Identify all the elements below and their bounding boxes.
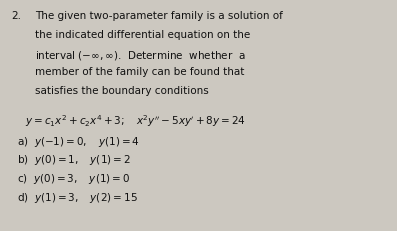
Text: $y = c_1x^2 + c_2x^4 + 3;\quad x^2y'' - 5xy' + 8y = 24$: $y = c_1x^2 + c_2x^4 + 3;\quad x^2y'' - … — [25, 113, 246, 128]
Text: member of the family can be found that: member of the family can be found that — [35, 67, 244, 77]
Text: interval $(-\infty, \infty)$.  Determine  whether  a: interval $(-\infty, \infty)$. Determine … — [35, 49, 245, 61]
Text: b)  $y(0) = 1, \quad y(1) = 2$: b) $y(0) = 1, \quad y(1) = 2$ — [17, 153, 131, 167]
Text: 2.: 2. — [11, 11, 21, 21]
Text: the indicated differential equation on the: the indicated differential equation on t… — [35, 30, 250, 40]
Text: c)  $y(0) = 3, \quad y(1) = 0$: c) $y(0) = 3, \quad y(1) = 0$ — [17, 171, 130, 185]
Text: d)  $y(1) = 3, \quad y(2) = 15$: d) $y(1) = 3, \quad y(2) = 15$ — [17, 190, 137, 204]
Text: satisfies the boundary conditions: satisfies the boundary conditions — [35, 86, 208, 96]
Text: a)  $y(-1) = 0, \quad y(1) = 4$: a) $y(-1) = 0, \quad y(1) = 4$ — [17, 134, 140, 148]
Text: The given two-parameter family is a solution of: The given two-parameter family is a solu… — [35, 11, 283, 21]
